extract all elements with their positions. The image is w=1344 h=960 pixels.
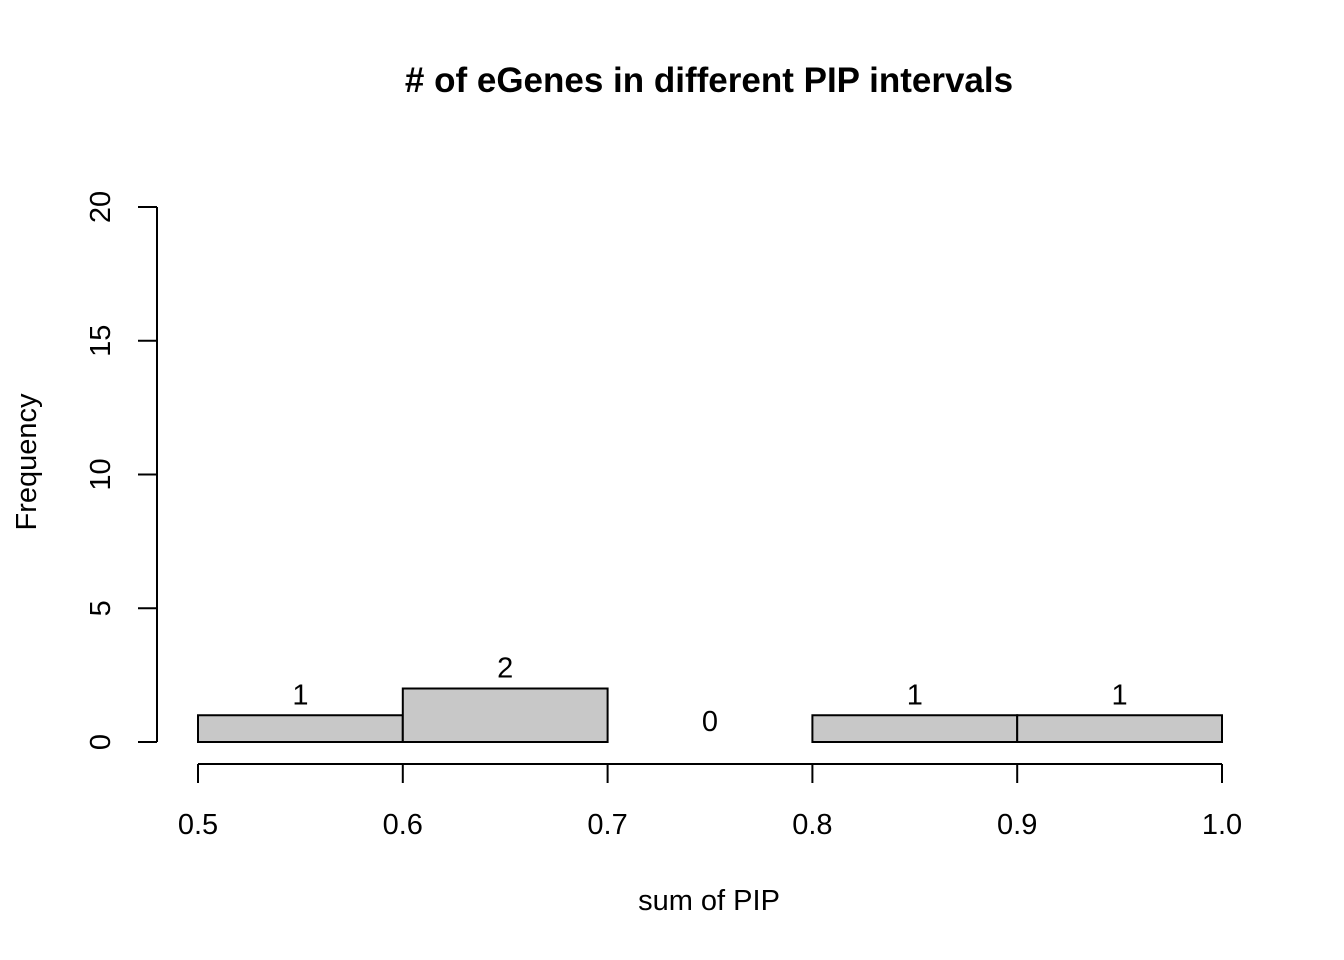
histogram-bar: [197, 714, 404, 743]
y-axis-label: Frequency: [11, 393, 43, 531]
x-tick-label: 0.9: [997, 809, 1037, 841]
y-tick-label: 10: [85, 458, 117, 490]
x-tick-label: 1.0: [1202, 809, 1242, 841]
bars-group: [197, 687, 1224, 743]
y-tick-label: 20: [85, 191, 117, 223]
x-tick-label: 0.8: [792, 809, 832, 841]
chart-title: # of eGenes in different PIP intervals: [405, 61, 1013, 100]
y-tick-label: 15: [85, 325, 117, 357]
x-tick-label: 0.6: [383, 809, 423, 841]
histogram-bar: [401, 687, 609, 743]
x-axis: 0.5 0.6 0.7 0.8 0.9 1.0: [178, 763, 1242, 841]
x-tick-label: 0.5: [178, 809, 218, 841]
y-tick-label: 5: [85, 600, 117, 616]
bar-value-label: 0: [702, 706, 718, 738]
y-axis: 0 5 10 15 20: [85, 191, 158, 750]
bar-value-label: 1: [1112, 679, 1128, 711]
bar-value-label: 1: [907, 679, 923, 711]
bar-labels-group: 1 2 0 1 1: [292, 653, 1127, 739]
x-tick-label: 0.7: [587, 809, 627, 841]
bar-value-label: 2: [497, 653, 513, 685]
x-axis-label: sum of PIP: [638, 885, 780, 917]
histogram-bar: [1016, 714, 1224, 743]
y-tick-label: 0: [85, 734, 117, 750]
histogram-bar: [811, 714, 1019, 743]
bar-value-label: 1: [292, 679, 308, 711]
